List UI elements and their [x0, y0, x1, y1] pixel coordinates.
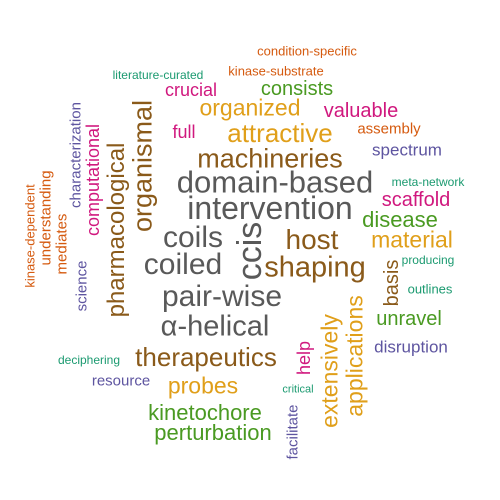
word-science: science	[73, 260, 91, 312]
word-condition-specific: condition-specific	[257, 43, 357, 59]
word-producing: producing	[401, 253, 455, 267]
word-probes: probes	[167, 372, 239, 399]
word-coiled: coiled	[143, 248, 223, 281]
word-characterization: characterization	[67, 102, 85, 208]
word-disruption: disruption	[374, 337, 448, 357]
word-pair-wise: pair-wise	[161, 280, 283, 313]
word-resource: resource	[91, 372, 151, 390]
word-host: host	[285, 224, 339, 255]
word-ccis: ccis	[231, 221, 269, 281]
word-basis: basis	[381, 259, 403, 307]
word-therapeutics: therapeutics	[135, 342, 277, 372]
word-material: material	[371, 226, 453, 253]
word-outlines: outlines	[407, 281, 453, 297]
word-understanding: understanding	[37, 170, 55, 266]
word-organized: organized	[199, 94, 301, 121]
word-help: help	[294, 340, 314, 376]
word-pharmacological: pharmacological	[103, 142, 130, 318]
word-consists: consists	[260, 78, 334, 100]
word-shaping: shaping	[264, 251, 366, 284]
word-assembly: assembly	[357, 120, 421, 138]
word-literature-curated: literature-curated	[112, 68, 204, 82]
word-applications: applications	[341, 295, 368, 417]
word-scaffold: scaffold	[381, 189, 451, 211]
word-perturbation: perturbation	[154, 420, 272, 445]
word-kinetochore: kinetochore	[148, 400, 262, 425]
word-mediates: mediates	[53, 213, 71, 275]
word-domain-based: domain-based	[176, 164, 374, 200]
word-critical: critical	[282, 383, 314, 396]
word-intervention: intervention	[187, 190, 353, 226]
word-meta-network: meta-network	[391, 175, 465, 189]
word-attractive: attractive	[227, 118, 333, 148]
word-kinase-dependent: kinase-dependent	[22, 184, 38, 288]
word-crucial: crucial	[164, 80, 218, 100]
word-kinase-substrate: kinase-substrate	[228, 63, 324, 79]
word-disease: disease	[362, 207, 438, 232]
word-full: full	[172, 122, 196, 142]
word-facilitate: facilitate	[284, 404, 302, 460]
word-unravel: unravel	[376, 308, 442, 330]
word-alpha-helical: α-helical	[160, 310, 270, 343]
word-machineries: machineries	[197, 143, 343, 174]
word-extensively: extensively	[316, 314, 343, 428]
word-deciphering: deciphering	[57, 353, 121, 367]
word-organismal: organismal	[127, 99, 158, 233]
word-computational: computational	[83, 123, 103, 237]
word-valuable: valuable	[323, 100, 399, 122]
word-coils: coils	[162, 221, 224, 254]
word-spectrum: spectrum	[372, 140, 442, 160]
